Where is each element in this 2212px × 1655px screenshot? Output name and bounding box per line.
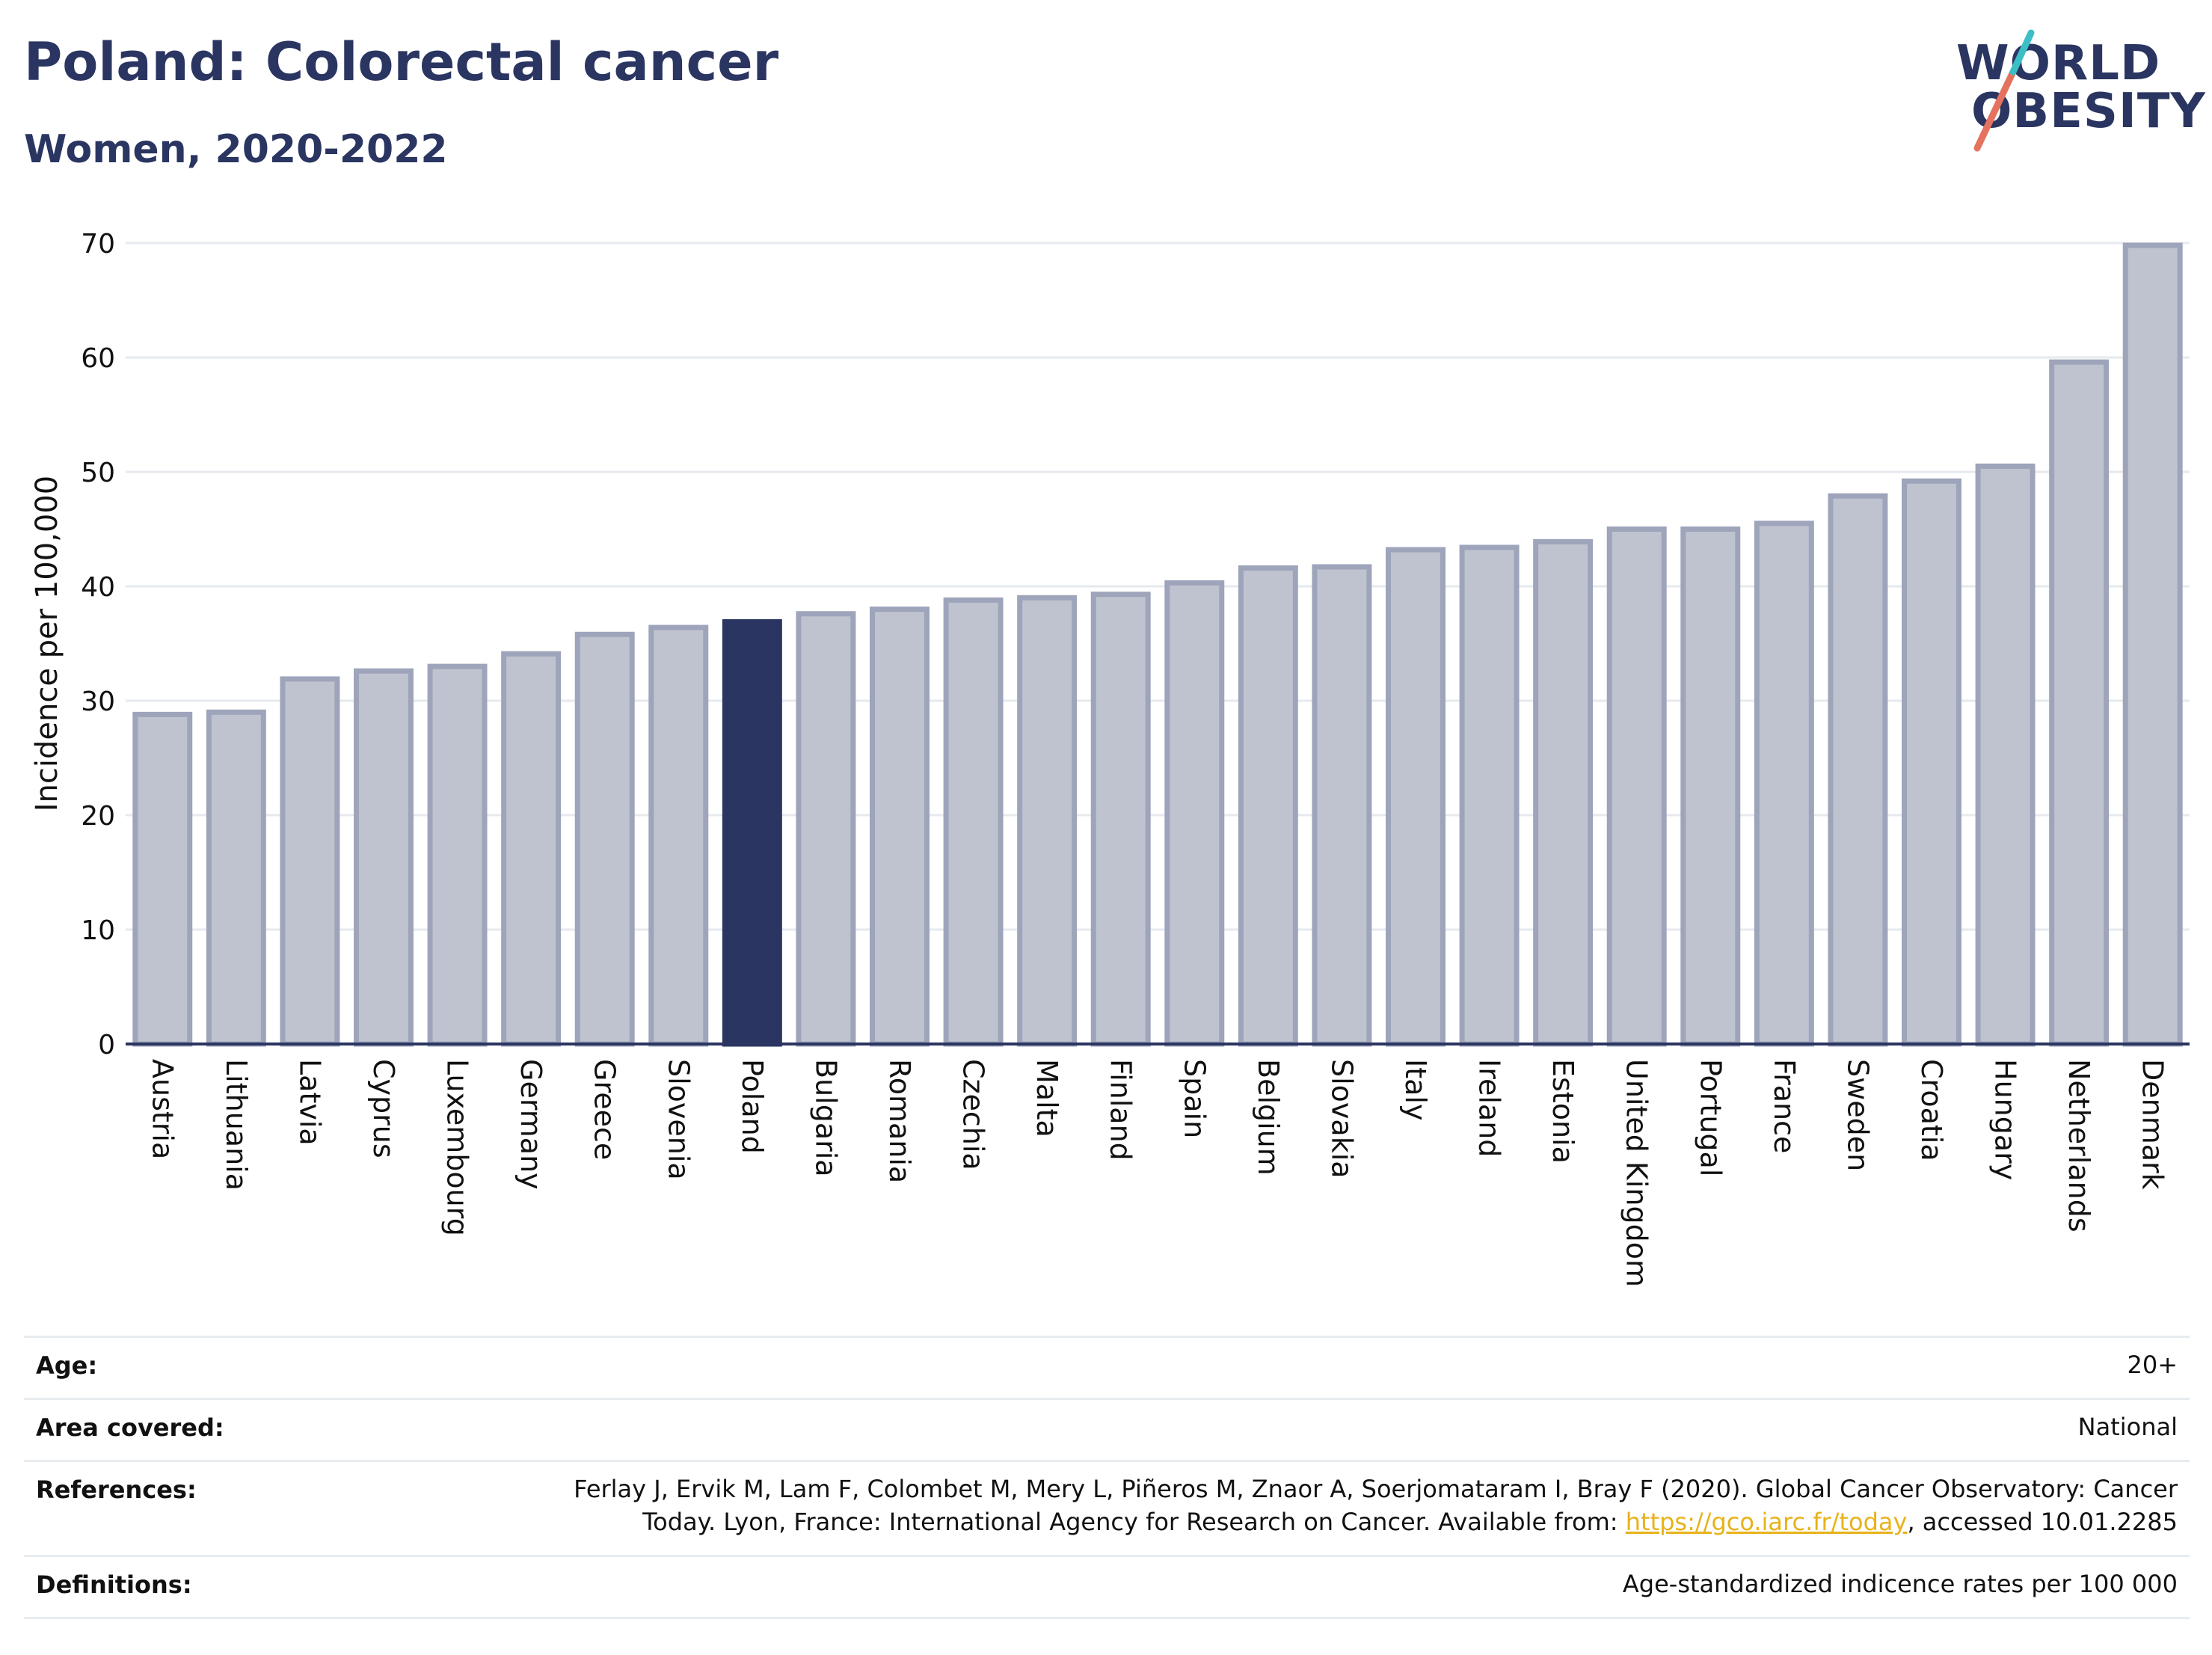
x-tick-label: Ireland: [1473, 1059, 1506, 1157]
references-label: References:: [36, 1476, 197, 1504]
x-tick-label: Bulgaria: [809, 1059, 842, 1177]
y-tick-label: 0: [98, 1030, 115, 1060]
world-obesity-logo: WORLD OBESITY: [1944, 27, 2205, 154]
info-row-area: Area covered: National: [24, 1398, 2190, 1460]
definitions-value: Age-standardized indicence rates per 100…: [1622, 1570, 2178, 1598]
bar-netherlands: [2049, 359, 2110, 1047]
bar-lithuania: [206, 709, 266, 1047]
bar-slovakia: [1312, 564, 1372, 1047]
x-tick-label: Austria: [146, 1059, 179, 1159]
bar-denmark: [2122, 242, 2183, 1047]
x-tick-label: Italy: [1399, 1059, 1432, 1120]
references-link[interactable]: https://gco.iarc.fr/today: [1625, 1508, 1908, 1536]
page-title: Poland: Colorectal cancer: [24, 31, 779, 93]
bar-bulgaria: [796, 611, 856, 1047]
bar-hungary: [1975, 463, 2036, 1047]
x-tick-label: Slovenia: [662, 1059, 695, 1180]
bar-france: [1754, 521, 1814, 1047]
x-tick-label: Luxembourg: [441, 1059, 474, 1236]
bar-austria: [132, 711, 193, 1047]
bar-finland: [1090, 592, 1151, 1047]
area-value: National: [2077, 1413, 2178, 1441]
bar-malta: [1017, 595, 1078, 1047]
area-label: Area covered:: [36, 1413, 224, 1442]
x-tick-label: Cyprus: [367, 1059, 400, 1158]
bar-cyprus: [354, 668, 414, 1047]
x-tick-label: Croatia: [1915, 1059, 1948, 1161]
y-tick-label: 60: [81, 343, 115, 374]
bar-greece: [574, 631, 635, 1047]
bar-belgium: [1238, 565, 1298, 1047]
y-tick-label: 20: [81, 801, 115, 832]
x-tick-label: Lithuania: [220, 1059, 253, 1191]
x-tick-label: Denmark: [2136, 1059, 2169, 1190]
age-value: 20+: [2127, 1351, 2178, 1379]
x-tick-label: Hungary: [1989, 1059, 2022, 1180]
x-tick-label: France: [1768, 1059, 1801, 1153]
x-tick-label: Netherlands: [2062, 1059, 2095, 1232]
info-row-references: References: Ferlay J, Ervik M, Lam F, Co…: [24, 1460, 2190, 1555]
references-accessed: , accessed 10.01.2285: [1907, 1508, 2178, 1536]
bar-latvia: [280, 676, 340, 1047]
y-tick-label: 30: [81, 687, 115, 717]
x-tick-label: Finland: [1105, 1059, 1137, 1161]
x-tick-label: Portugal: [1694, 1059, 1727, 1176]
page-subtitle: Women, 2020-2022: [24, 127, 448, 172]
bar-czechia: [943, 597, 1004, 1047]
bar-chart: 0 10 20 30 40 50 60 70 Incidence per 100,000 Aust…: [30, 229, 2190, 1287]
bar-estonia: [1533, 538, 1594, 1047]
x-tick-label: Greece: [589, 1059, 621, 1160]
bar-croatia: [1902, 478, 1961, 1047]
logo-text-obesity: OBESITY: [1971, 84, 2206, 139]
bar-luxembourg: [427, 663, 488, 1047]
y-tick-label: 70: [81, 229, 115, 260]
info-table: Age: 20+ Area covered: National Referenc…: [24, 1336, 2190, 1619]
logo-text-world: WORLD: [1956, 36, 2161, 91]
references-line-1: Ferlay J, Ervik M, Lam F, Colombet M, Me…: [574, 1475, 2178, 1503]
x-tick-label: Poland: [736, 1059, 769, 1154]
info-row-definitions: Definitions: Age-standardized indicence …: [24, 1555, 2190, 1619]
x-tick-label: Sweden: [1841, 1059, 1874, 1171]
x-tick-label: Latvia: [293, 1059, 326, 1146]
x-tick-label: United Kingdom: [1620, 1059, 1653, 1287]
bar-poland: [722, 618, 782, 1047]
x-tick-label: Belgium: [1252, 1059, 1285, 1176]
bar-ireland: [1459, 544, 1520, 1047]
age-label: Age:: [36, 1351, 98, 1380]
y-tick-label: 40: [81, 572, 115, 603]
definitions-label: Definitions:: [36, 1570, 192, 1599]
x-tick-label: Spain: [1178, 1059, 1211, 1138]
references-text: Today. Lyon, France: International Agenc…: [642, 1508, 1626, 1536]
x-tick-label: Czechia: [957, 1059, 990, 1170]
bar-sweden: [1828, 493, 1888, 1047]
x-tick-label: Germany: [514, 1059, 547, 1190]
bar-italy: [1386, 547, 1446, 1047]
x-tick-label: Estonia: [1546, 1059, 1579, 1164]
y-tick-label: 50: [81, 458, 115, 488]
x-tick-label: Slovakia: [1325, 1059, 1358, 1179]
y-tick-label: 10: [81, 915, 115, 946]
bar-romania: [870, 607, 930, 1047]
bar-portugal: [1680, 526, 1741, 1047]
bar-united-kingdom: [1606, 526, 1667, 1047]
y-axis-label: Incidence per 100,000: [30, 476, 64, 812]
x-tick-label: Romania: [883, 1059, 916, 1183]
bar-germany: [501, 651, 562, 1047]
bar-slovenia: [648, 624, 709, 1047]
bar-spain: [1164, 580, 1225, 1047]
logo-slash-icon: [1973, 29, 2035, 152]
references-value: Ferlay J, Ervik M, Lam F, Colombet M, Me…: [574, 1473, 2178, 1538]
x-tick-label: Malta: [1030, 1059, 1063, 1137]
references-line-2: Today. Lyon, France: International Agenc…: [574, 1505, 2178, 1538]
info-row-age: Age: 20+: [24, 1336, 2190, 1398]
